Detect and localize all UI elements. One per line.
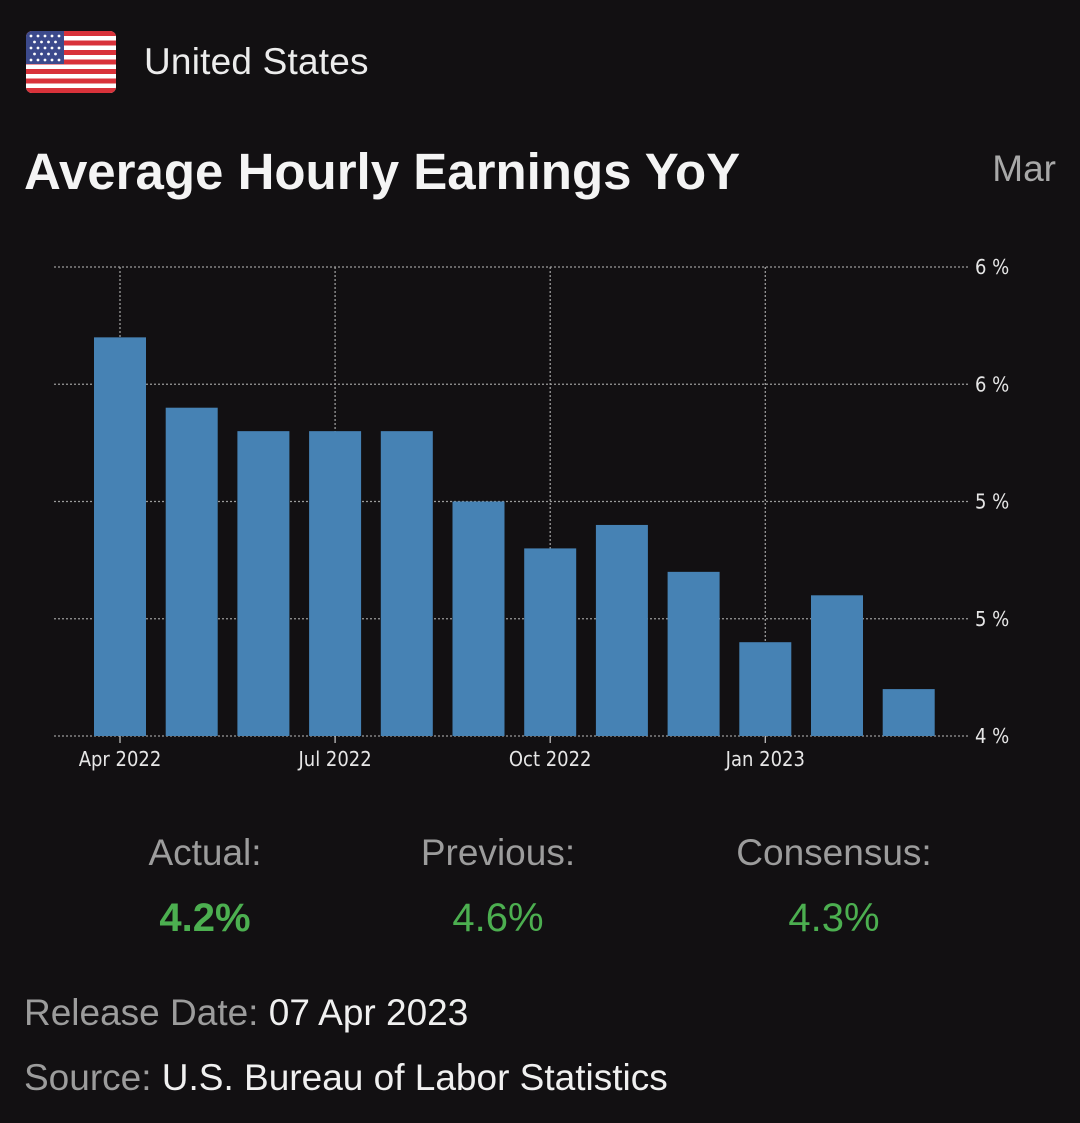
stat-actual: Actual: 4.2% [45,832,365,941]
previous-label: Previous: [420,832,576,873]
source-value: U.S. Bureau of Labor Statistics [161,1057,668,1098]
period-label: Mar [992,148,1056,189]
consensus-label: Consensus: [736,832,932,873]
source-label: Source: [24,1057,152,1098]
release-date-value: 07 Apr 2023 [268,992,469,1033]
bar [94,337,146,736]
bar [165,407,218,736]
bar [380,431,433,736]
bar [811,595,863,736]
actual-value: 4.2% [159,896,251,940]
us-flag-icon [26,31,116,93]
bar [524,548,577,736]
release-date-label: Release Date: [24,992,259,1033]
chart-bars [94,337,935,736]
consensus-value: 4.3% [788,896,880,940]
release-date: Release Date: 07 Apr 2023 [24,992,468,1034]
bar [739,642,792,736]
x-tick-label: Jul 2022 [297,747,371,771]
y-tick-label: 4 % [975,724,1009,748]
y-tick-label: 6 % [975,255,1009,279]
header: United States [26,30,369,94]
x-tick-label: Apr 2022 [79,747,162,771]
bar [237,431,290,736]
bar [452,501,505,736]
source: Source: U.S. Bureau of Labor Statistics [24,1057,668,1099]
y-tick-label: 5 % [975,607,1009,631]
chart-labels: 6 % 6 % 5 % 5 % 4 % Apr 2022 Jul 2022 Oct 2022 J… [79,255,1010,771]
page-title: Average Hourly Earnings YoY [24,143,741,200]
bar [595,524,648,736]
previous-value: 4.6% [452,896,544,940]
stat-consensus: Consensus: 4.3% [674,832,994,941]
country-name: United States [144,41,369,82]
actual-label: Actual: [148,832,262,873]
bar [882,689,935,736]
x-tick-label: Jan 2023 [725,747,805,771]
x-tick-label: Oct 2022 [509,747,592,771]
y-tick-label: 6 % [975,372,1009,396]
bar-chart: 6 % 6 % 5 % 5 % 4 % Apr 2022 Jul 2022 Oct 2022 J… [54,255,1010,771]
bar [667,571,720,736]
bar [309,431,362,736]
stat-previous: Previous: 4.6% [338,832,658,941]
y-tick-label: 5 % [975,490,1009,514]
stats-panel: Actual: 4.2% Previous: 4.6% Consensus: 4… [0,832,1080,952]
